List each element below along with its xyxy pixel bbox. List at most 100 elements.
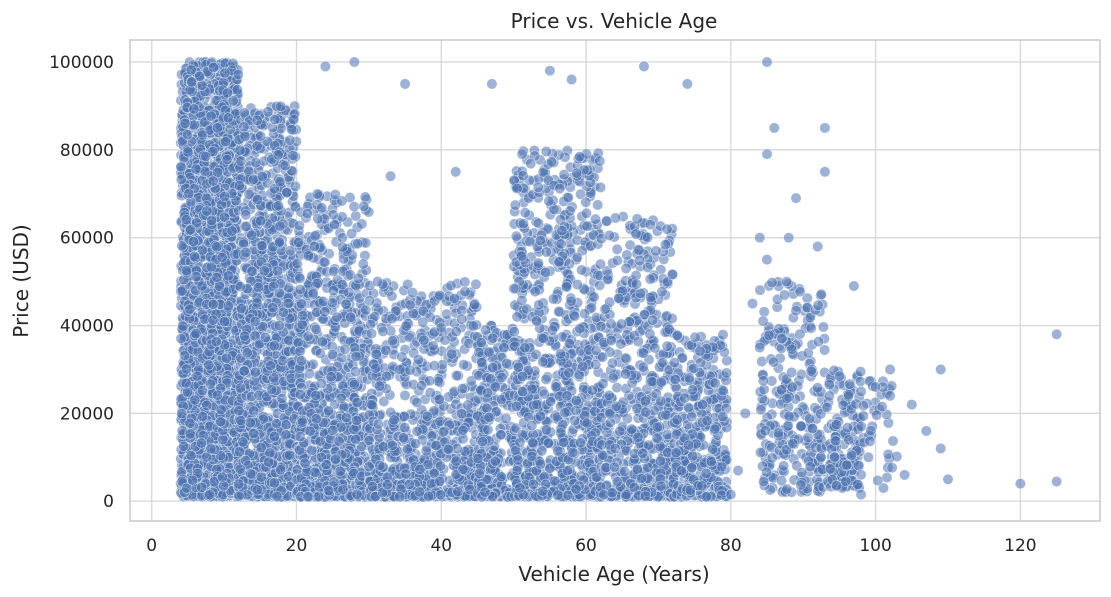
scatter-point	[273, 287, 285, 299]
scatter-point	[251, 140, 263, 152]
scatter-point	[293, 236, 305, 248]
scatter-point	[357, 258, 369, 270]
scatter-point	[239, 130, 251, 142]
scatter-point	[221, 87, 233, 99]
scatter-point	[358, 200, 370, 212]
scatter-point	[179, 350, 191, 362]
scatter-point	[190, 271, 202, 283]
scatter-point	[216, 471, 228, 483]
scatter-point	[240, 209, 252, 221]
scatter-point	[211, 271, 223, 283]
scatter-point	[264, 447, 276, 459]
scatter-point	[205, 443, 217, 455]
scatter-point	[219, 67, 231, 79]
chart-title: Price vs. Vehicle Age	[511, 9, 718, 33]
scatter-point	[268, 372, 280, 384]
scatter-point	[207, 314, 219, 326]
scatter-point	[255, 471, 267, 483]
scatter-point	[301, 208, 313, 220]
scatter-point	[175, 161, 187, 173]
scatter-point	[262, 106, 274, 118]
scatter-point	[350, 414, 362, 426]
scatter-point	[328, 219, 340, 231]
scatter-point	[293, 220, 305, 232]
scatter-point	[266, 384, 278, 396]
scatter-point	[251, 484, 263, 496]
scatter-point	[219, 316, 231, 328]
scatter-points	[175, 56, 1063, 503]
scatter-point	[180, 377, 192, 389]
scatter-point	[299, 457, 311, 469]
scatter-point	[339, 343, 351, 355]
scatter-point	[184, 303, 196, 315]
scatter-point	[259, 331, 271, 343]
scatter-point	[337, 484, 349, 496]
scatter-point	[310, 413, 322, 425]
scatter-point	[296, 416, 308, 428]
scatter-point	[238, 121, 250, 133]
scatter-point	[283, 449, 295, 461]
scatter-point	[250, 157, 262, 169]
scatter-point	[233, 490, 245, 502]
scatter-point	[289, 180, 301, 192]
scatter-point	[239, 330, 251, 342]
scatter-point	[175, 174, 187, 186]
scatter-point	[233, 405, 245, 417]
scatter-point	[178, 440, 190, 452]
scatter-point	[291, 258, 303, 270]
scatter-point	[235, 415, 247, 427]
scatter-point	[255, 215, 267, 227]
scatter-point	[208, 61, 220, 73]
scatter-point	[219, 190, 231, 202]
scatter-point	[240, 246, 252, 258]
scatter-point	[302, 330, 314, 342]
scatter-point	[222, 300, 234, 312]
scatter-point	[234, 463, 246, 475]
scatter-point	[352, 238, 364, 250]
scatter-point	[220, 136, 232, 148]
scatter-point	[203, 359, 215, 371]
scatter-point	[273, 236, 285, 248]
scatter-point	[311, 188, 323, 200]
scatter-point	[469, 299, 481, 311]
scatter-point	[246, 229, 258, 241]
scatter-point	[190, 163, 202, 175]
scatter-point	[245, 468, 257, 480]
scatter-point	[268, 477, 280, 489]
scatter-point	[336, 211, 348, 223]
scatter-point	[227, 57, 239, 69]
scatter-point	[331, 311, 343, 323]
scatter-point	[309, 230, 321, 242]
scatter-point	[446, 348, 458, 360]
scatter-point	[240, 220, 252, 232]
scatter-point	[448, 292, 460, 304]
scatter-point	[226, 225, 238, 237]
scatter-point	[234, 144, 246, 156]
scatter-point	[231, 84, 243, 96]
scatter-point	[330, 453, 342, 465]
scatter-point	[256, 240, 268, 252]
scatter-point	[328, 476, 340, 488]
scatter-point	[176, 408, 188, 420]
scatter-point	[191, 370, 203, 382]
scatter-point	[295, 298, 307, 310]
scatter-point	[234, 281, 246, 293]
scatter-point	[182, 146, 194, 158]
scatter-point	[190, 328, 202, 340]
scatter-point	[263, 456, 275, 468]
scatter-point	[272, 149, 284, 161]
scatter-point	[184, 417, 196, 429]
scatter-point	[234, 446, 246, 458]
scatter-point	[326, 348, 338, 360]
scatter-point	[314, 347, 326, 359]
scatter-point	[294, 388, 306, 400]
scatter-point	[268, 430, 280, 442]
scatter-point	[232, 68, 244, 80]
scatter-point	[267, 302, 279, 314]
scatter-point	[212, 389, 224, 401]
scatter-point	[215, 404, 227, 416]
scatter-point	[459, 276, 471, 288]
scatter-point	[187, 474, 199, 486]
scatter-point	[185, 224, 197, 236]
scatter-point	[356, 218, 368, 230]
